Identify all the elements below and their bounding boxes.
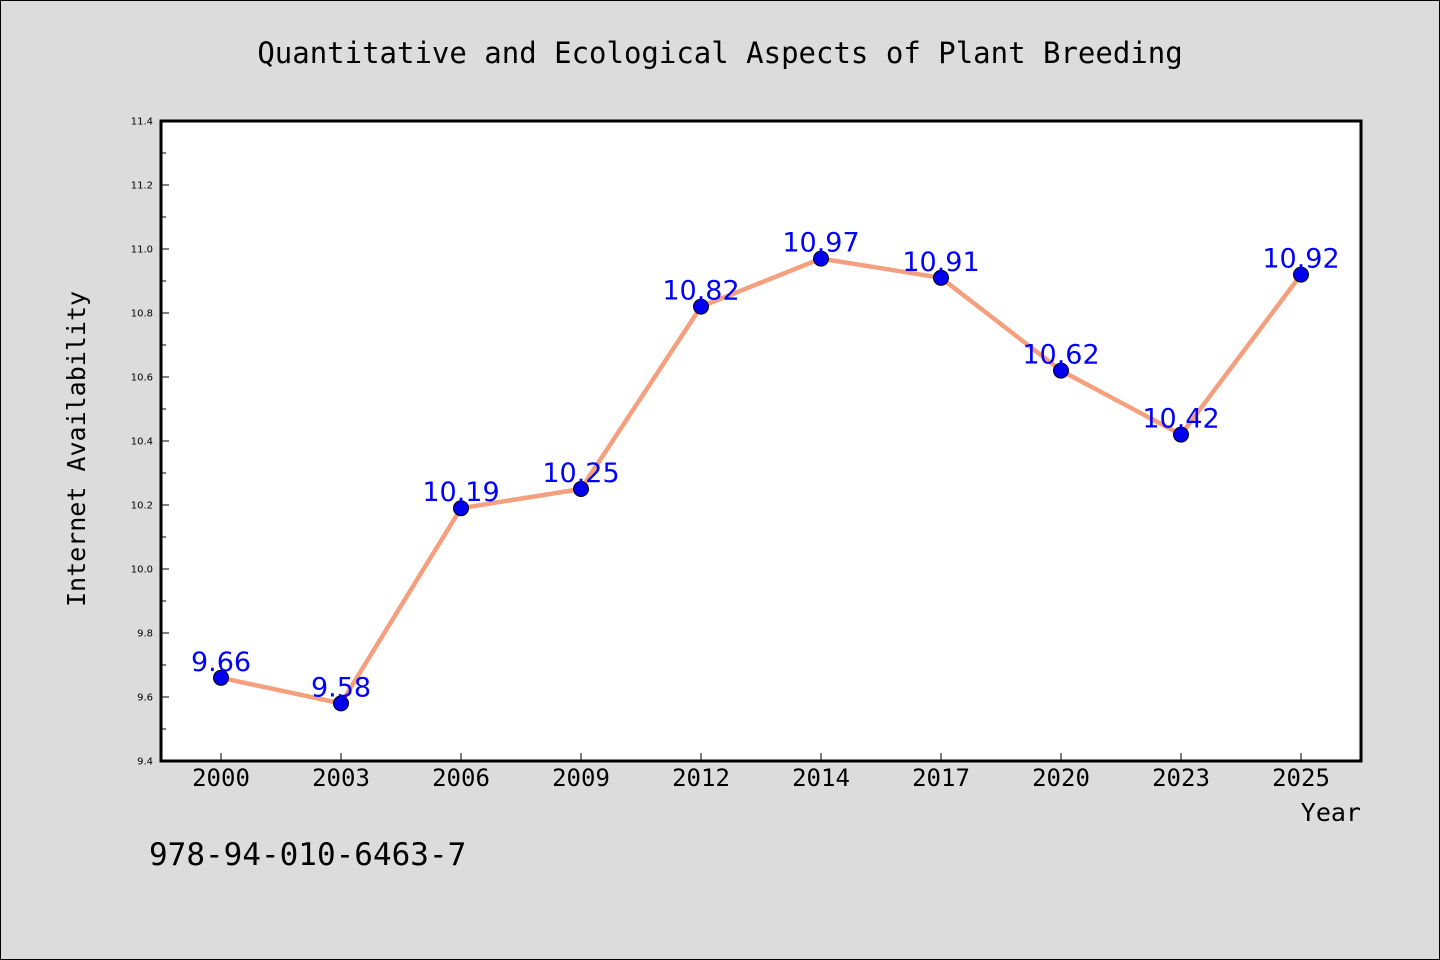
x-tick-label: 2003: [312, 764, 370, 792]
y-tick-label: 11.2: [131, 181, 153, 192]
marker-group: [213, 250, 1309, 712]
x-tick-label: 2000: [192, 764, 250, 792]
data-label: 10.25: [542, 458, 619, 489]
x-tick-label: 2009: [552, 764, 610, 792]
plot-area: [159, 119, 1363, 763]
x-tick-label: 2014: [792, 764, 850, 792]
data-label: 10.19: [422, 477, 499, 508]
x-tick-label: 2020: [1032, 764, 1090, 792]
data-label: 10.97: [782, 228, 859, 259]
y-tick-label: 10.6: [131, 373, 153, 384]
data-point: [1173, 426, 1189, 443]
data-point: [453, 500, 469, 517]
data-point: [693, 298, 709, 315]
y-tick-label: 11.0: [131, 245, 153, 256]
y-tick-label: 10.4: [131, 437, 153, 448]
data-label: 10.91: [902, 247, 979, 278]
x-tick-label: 2012: [672, 764, 730, 792]
series-line-group: [218, 256, 1304, 706]
series-line: [218, 256, 1304, 706]
data-point: [813, 250, 829, 267]
data-label: 10.42: [1142, 404, 1219, 435]
y-tick-label: 9.6: [137, 693, 153, 704]
data-label: 9.66: [191, 647, 251, 678]
isbn-annotation: 978-94-010-6463-7: [149, 837, 466, 873]
y-axis: 9.4 9.6 9.8 10.0 10.2 10.4 10.6 10.8 11.0 11.2 11.…: [131, 117, 169, 768]
x-tick-label: 2006: [432, 764, 490, 792]
y-tick-label: 9.8: [137, 629, 153, 640]
x-tick-label: 2023: [1152, 764, 1210, 792]
data-label: 10.92: [1262, 244, 1339, 275]
y-tick-label: 9.4: [137, 757, 153, 768]
y-tick-label: 10.0: [131, 565, 153, 576]
chart-title: Quantitative and Ecological Aspects of P…: [257, 36, 1182, 70]
data-label-group: 9.66 9.58 10.19 10.25 10.82 10.97 10.91 10.62 10…: [191, 228, 1340, 704]
x-tick-label: 2017: [912, 764, 970, 792]
data-point: [213, 669, 229, 686]
y-tick-label: 11.4: [131, 117, 153, 128]
data-point: [1053, 362, 1069, 379]
data-label: 10.82: [662, 276, 739, 307]
data-point: [1293, 266, 1309, 283]
y-axis-title: Internet Availability: [62, 291, 91, 607]
data-point: [573, 481, 589, 497]
data-label: 9.58: [311, 672, 371, 703]
data-point: [933, 269, 949, 286]
x-tick-label: 2025: [1272, 764, 1330, 792]
x-axis-title: Year: [1301, 798, 1361, 827]
x-axis: 2000 2003 2006 2009 2012 2014 2017 2020 2023 2025: [192, 753, 1330, 792]
y-tick-label: 10.2: [131, 501, 153, 512]
data-label: 10.62: [1022, 340, 1099, 371]
y-tick-label: 10.8: [131, 309, 153, 320]
data-point: [333, 695, 349, 712]
